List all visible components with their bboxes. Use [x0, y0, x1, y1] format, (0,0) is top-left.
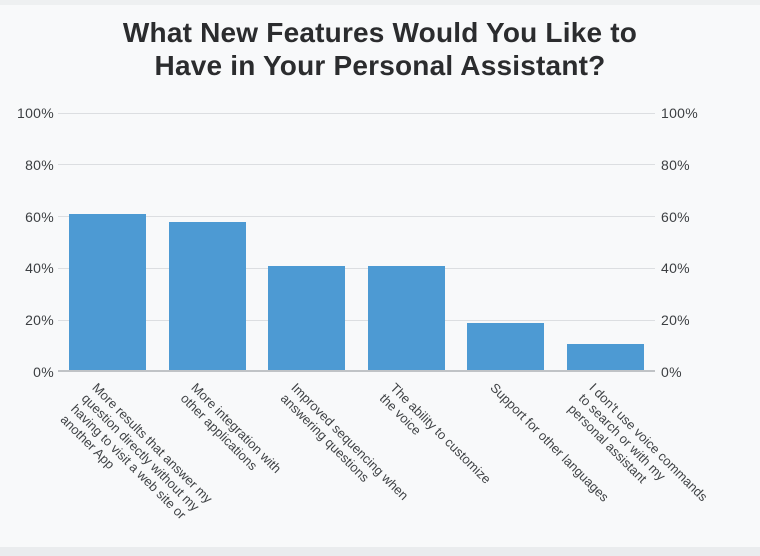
- y-tick-label-right-60: 60%: [661, 208, 690, 225]
- x-category-label-1: More integration with other applications: [178, 380, 285, 476]
- y-tick-label-right-100: 100%: [661, 105, 699, 121]
- x-axis-line: [58, 370, 655, 372]
- bar-3: [367, 265, 445, 372]
- gridline-40: [58, 267, 655, 269]
- y-tick-label-left-40: 40%: [25, 260, 54, 277]
- bar-4: [467, 322, 545, 372]
- gridline-60: [58, 216, 655, 218]
- y-tick-label-left-0: 0%: [33, 364, 54, 380]
- x-category-label-5: I don't use voice commands to search or …: [565, 380, 711, 505]
- bar-2: [268, 265, 346, 372]
- y-tick-label-right-40: 40%: [661, 260, 690, 277]
- y-tick-label-left-80: 80%: [25, 156, 54, 173]
- y-tick-label-left-100: 100%: [16, 105, 54, 121]
- bar-1: [168, 221, 246, 372]
- bar-0: [69, 214, 147, 372]
- gridline-20: [58, 319, 655, 321]
- y-tick-label-left-60: 60%: [25, 208, 54, 225]
- gridline-100: [58, 112, 655, 114]
- y-tick-label-right-80: 80%: [661, 156, 690, 173]
- bar-5: [566, 343, 644, 372]
- gridline-80: [58, 164, 655, 166]
- y-tick-label-right-20: 20%: [661, 312, 690, 329]
- y-tick-label-left-20: 20%: [25, 312, 54, 329]
- chart-title: What New Features Would You Like to Have…: [122, 17, 638, 81]
- top-edge-band: [0, 0, 760, 5]
- y-tick-label-right-0: 0%: [661, 364, 682, 380]
- plot-area: [58, 112, 655, 372]
- bottom-edge-band: [0, 547, 760, 556]
